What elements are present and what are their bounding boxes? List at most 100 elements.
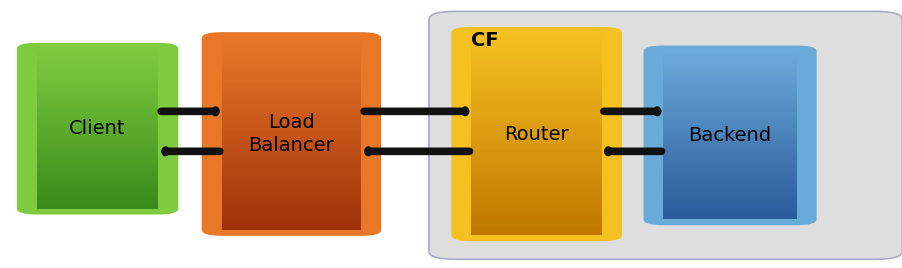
Bar — [663, 129, 796, 131]
Bar — [663, 66, 796, 68]
Bar — [663, 112, 796, 114]
Bar — [221, 55, 361, 57]
Bar — [221, 69, 361, 72]
Bar — [37, 62, 158, 65]
Bar — [37, 166, 158, 169]
Bar — [37, 206, 158, 209]
Bar — [471, 217, 602, 220]
Bar — [471, 96, 602, 99]
Bar — [663, 156, 796, 158]
Bar — [37, 49, 158, 51]
Bar — [221, 83, 361, 86]
Bar — [37, 94, 158, 97]
Bar — [221, 172, 361, 175]
Bar — [663, 95, 796, 98]
Bar — [663, 139, 796, 142]
Bar — [221, 225, 361, 228]
Bar — [471, 210, 602, 213]
Bar — [471, 230, 602, 233]
Bar — [221, 218, 361, 220]
Bar — [221, 167, 361, 170]
Bar — [471, 40, 602, 43]
Bar — [663, 158, 796, 161]
Bar — [37, 186, 158, 189]
Bar — [471, 65, 602, 68]
Bar — [663, 154, 796, 156]
Bar — [663, 106, 796, 108]
Bar — [663, 59, 796, 62]
Bar — [37, 140, 158, 143]
FancyBboxPatch shape — [643, 46, 815, 225]
Bar — [471, 45, 602, 48]
Bar — [37, 158, 158, 161]
Bar — [37, 180, 158, 183]
Bar — [37, 68, 158, 71]
Bar — [37, 192, 158, 195]
Bar — [221, 134, 361, 136]
Bar — [471, 167, 602, 169]
Bar — [221, 227, 361, 230]
Bar — [663, 93, 796, 95]
FancyBboxPatch shape — [201, 32, 381, 236]
Bar — [221, 141, 361, 144]
Bar — [471, 103, 602, 106]
Bar — [471, 50, 602, 53]
Bar — [663, 211, 796, 213]
Bar — [221, 131, 361, 134]
Bar — [663, 192, 796, 194]
Bar — [471, 184, 602, 187]
Bar — [37, 183, 158, 185]
Bar — [663, 185, 796, 188]
Bar — [471, 146, 602, 149]
Bar — [471, 134, 602, 136]
Bar — [37, 188, 158, 191]
Bar — [221, 117, 361, 120]
Bar — [37, 60, 158, 63]
Bar — [471, 192, 602, 195]
Bar — [471, 70, 602, 73]
Bar — [37, 64, 158, 67]
Bar — [221, 184, 361, 187]
Bar — [37, 176, 158, 179]
Bar — [663, 217, 796, 219]
Bar — [37, 66, 158, 69]
Bar — [37, 200, 158, 203]
Bar — [37, 118, 158, 121]
Bar — [663, 99, 796, 102]
Bar — [37, 136, 158, 139]
Bar — [221, 213, 361, 215]
Bar — [37, 202, 158, 205]
Bar — [37, 174, 158, 177]
Bar — [471, 68, 602, 71]
Bar — [471, 85, 602, 88]
Bar — [37, 131, 158, 133]
Bar — [37, 184, 158, 187]
Bar — [471, 88, 602, 91]
Bar — [471, 215, 602, 218]
Bar — [663, 179, 796, 181]
Bar — [221, 203, 361, 206]
Bar — [663, 62, 796, 64]
Bar — [37, 164, 158, 167]
Bar — [221, 174, 361, 177]
Bar — [221, 40, 361, 43]
Bar — [221, 103, 361, 105]
Bar — [37, 88, 158, 91]
Text: Backend: Backend — [687, 126, 771, 145]
Text: CF: CF — [471, 31, 499, 50]
Bar — [471, 124, 602, 126]
Bar — [221, 179, 361, 182]
Bar — [471, 225, 602, 228]
Bar — [663, 76, 796, 79]
Bar — [37, 116, 158, 119]
Bar — [663, 177, 796, 179]
Bar — [471, 113, 602, 116]
Bar — [37, 57, 158, 59]
Bar — [663, 127, 796, 129]
Bar — [663, 53, 796, 55]
Bar — [663, 74, 796, 77]
Bar — [221, 110, 361, 112]
Bar — [37, 148, 158, 151]
Bar — [37, 144, 158, 147]
Bar — [663, 78, 796, 81]
